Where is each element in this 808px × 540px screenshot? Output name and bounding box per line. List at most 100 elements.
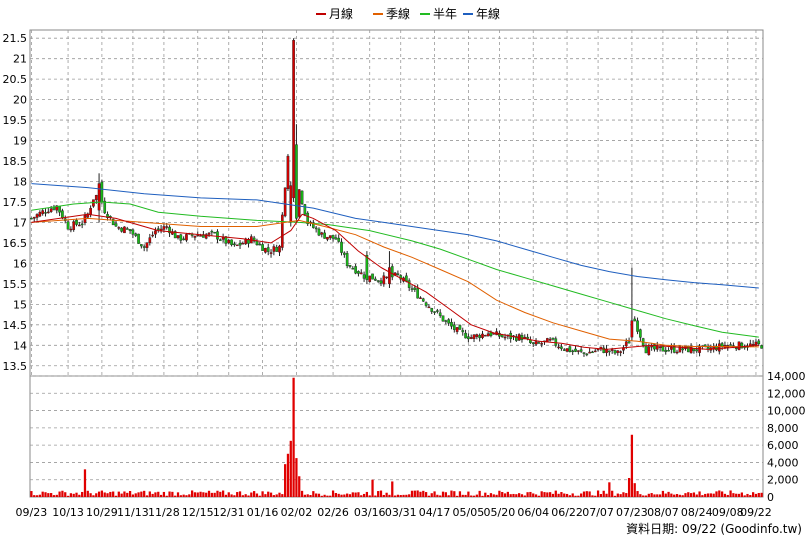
volume-bar <box>320 495 323 497</box>
candle-body <box>390 266 394 278</box>
volume-bar <box>233 495 236 497</box>
volume-bar <box>44 492 47 497</box>
volume-bar <box>33 495 36 497</box>
volume-bar <box>309 494 312 497</box>
candle-body <box>602 347 606 353</box>
volume-bar <box>735 493 738 497</box>
volume-tick-label: 12,000 <box>767 387 806 400</box>
volume-bar <box>112 491 115 497</box>
volume-bar <box>176 492 180 497</box>
volume-bar <box>723 493 727 497</box>
volume-bar <box>436 494 439 497</box>
volume-bar <box>357 492 360 497</box>
candle-body <box>233 243 236 246</box>
volume-bar <box>382 494 385 497</box>
ma-quarter-line <box>31 217 759 348</box>
candle-body <box>365 255 369 280</box>
volume-bar <box>667 491 670 497</box>
volume-bar <box>574 495 577 497</box>
candle-body <box>760 345 763 349</box>
candle-body <box>72 221 76 230</box>
candle-body <box>737 341 741 350</box>
candle-body <box>210 230 214 233</box>
volume-bar <box>326 495 329 497</box>
price-tick-label: 15.5 <box>3 278 28 291</box>
volume-bar <box>608 482 611 497</box>
candle-body <box>340 241 343 253</box>
volume-bar <box>216 490 219 497</box>
volume-bar <box>227 492 230 497</box>
candle-body <box>577 350 580 352</box>
candle-body <box>560 346 563 349</box>
volume-bar <box>537 495 540 497</box>
volume-bar <box>114 495 118 497</box>
candle-body <box>297 189 301 217</box>
candle-body <box>754 341 758 346</box>
candle-body <box>204 234 208 239</box>
candle-body <box>128 229 132 232</box>
candle-body <box>295 144 298 219</box>
candle-body <box>633 318 637 322</box>
candle-body <box>280 214 284 248</box>
candle-body <box>433 311 436 313</box>
candle-body <box>176 235 180 239</box>
volume-tick-label: 2,000 <box>767 474 799 487</box>
x-tick-label: 08/07 <box>647 506 679 519</box>
candle-body <box>224 236 228 244</box>
volume-bar <box>247 495 250 497</box>
volume-bar <box>120 493 123 497</box>
candle-body <box>106 214 109 218</box>
volume-bar <box>182 494 185 497</box>
volume-bar <box>64 492 67 497</box>
volume-bar <box>591 495 594 497</box>
volume-bar <box>551 493 555 497</box>
price-tick-label: 16.5 <box>3 237 28 250</box>
candle-body <box>427 306 431 309</box>
price-tick-label: 17 <box>13 216 27 229</box>
volume-bar <box>81 491 84 497</box>
candle-body <box>421 298 425 302</box>
volume-bar <box>185 495 188 497</box>
volume-bar <box>413 490 416 497</box>
candle-body <box>331 235 335 239</box>
volume-bar <box>509 494 512 497</box>
volume-bar <box>585 491 588 497</box>
candle-body <box>244 238 247 245</box>
volume-bar <box>269 492 273 497</box>
volume-bar <box>557 493 560 497</box>
volume-bar <box>165 495 168 497</box>
volume-bar <box>92 495 95 497</box>
candle-body <box>653 344 656 350</box>
volume-bar <box>495 494 498 497</box>
x-tick-label: 08/24 <box>681 506 713 519</box>
candle-body <box>334 237 338 240</box>
ma-halfyear-line <box>31 201 759 338</box>
candle-body <box>227 239 231 244</box>
volume-bar <box>275 494 278 497</box>
volume-bar <box>599 494 603 497</box>
volume-bar <box>503 493 507 497</box>
volume-bar <box>109 491 112 497</box>
candle-body <box>585 353 589 356</box>
candle-body <box>326 236 329 240</box>
candle-body <box>647 346 651 356</box>
volume-bar <box>30 491 33 497</box>
volume-bar <box>512 493 515 497</box>
candle-body <box>751 343 755 346</box>
candle-body <box>627 341 631 344</box>
candle-body <box>486 333 490 337</box>
volume-bar <box>701 495 704 497</box>
volume-bar <box>450 490 453 497</box>
price-tick-label: 16 <box>13 257 27 270</box>
volume-bar <box>179 495 182 497</box>
candle-body <box>182 238 185 241</box>
candle-body <box>574 348 577 352</box>
candle-body <box>266 247 270 252</box>
volume-bar <box>224 494 228 497</box>
volume-bar <box>284 464 287 497</box>
candle-body <box>354 266 357 274</box>
volume-bar <box>143 490 146 497</box>
volume-bar <box>580 493 583 497</box>
x-tick-label: 01/16 <box>247 506 279 519</box>
volume-bar <box>123 491 126 497</box>
